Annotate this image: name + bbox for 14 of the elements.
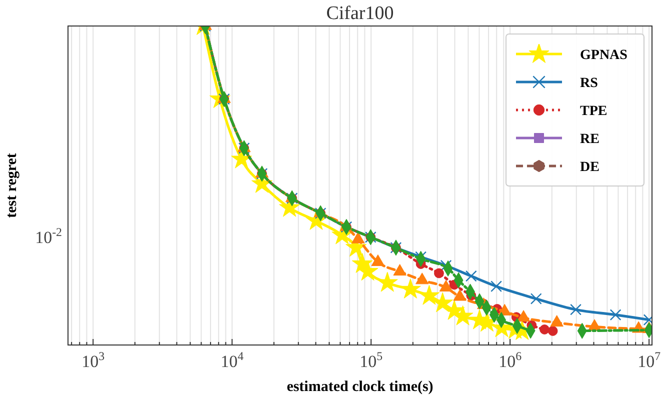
x-tick-label: 10$^{4}$ — [220, 349, 244, 371]
legend-label: TPE — [580, 104, 608, 119]
legend-label: GPNAS — [580, 48, 628, 63]
x-tick-label: 10$^{6}$ — [498, 349, 522, 371]
text: 10$^{-2}$ — [35, 224, 62, 247]
legend-label: RE — [580, 132, 600, 147]
x-tick-label: 10$^{3}$ — [82, 349, 105, 371]
chart-title: Cifar100 — [326, 3, 394, 24]
x-tick-label: 10$^{7}$ — [638, 349, 661, 371]
y-axis-title: test regret — [4, 153, 20, 218]
x-axis-title: estimated clock time(s) — [286, 379, 434, 395]
legend-label: DE — [580, 160, 600, 175]
legend-label: RS — [580, 76, 598, 91]
x-tick-label: 10$^{5}$ — [360, 349, 383, 371]
